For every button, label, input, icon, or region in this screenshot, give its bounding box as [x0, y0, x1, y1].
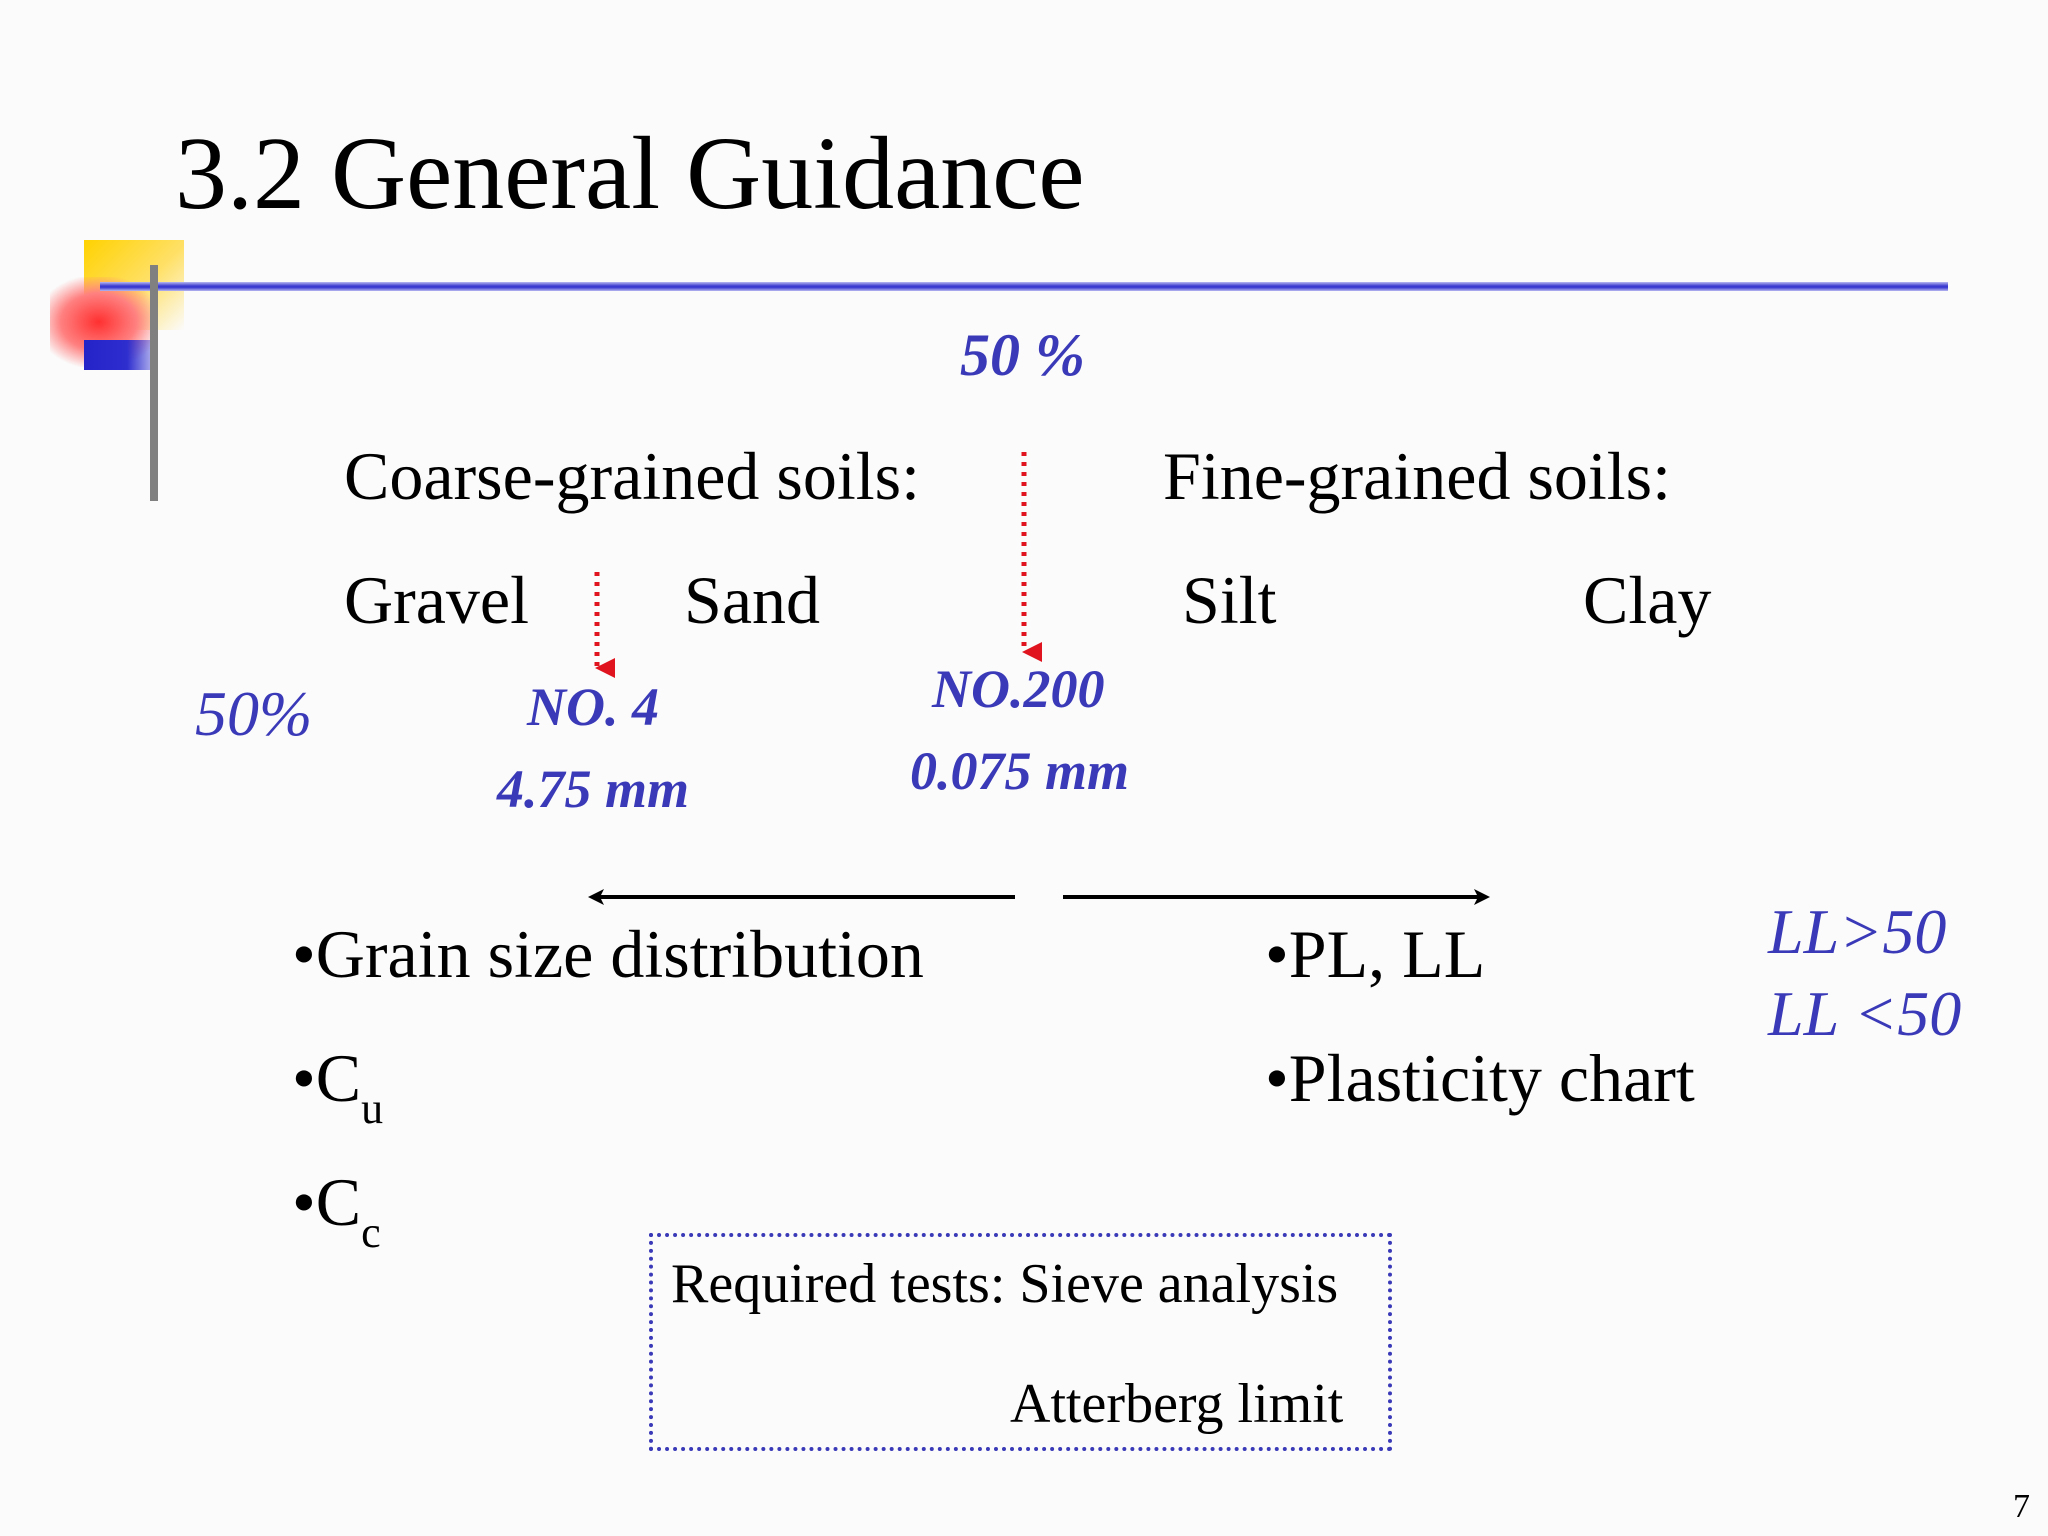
required-tests-box	[649, 1233, 1392, 1451]
soil-type-sand: Sand	[684, 562, 820, 638]
fine-list-item: •Plasticity chart	[1265, 1040, 1695, 1116]
sieve-no200-size: 0.075 mm	[910, 741, 1130, 801]
percent-threshold-left: 50%	[195, 678, 313, 749]
coarse-list-item: •Cc	[292, 1164, 381, 1257]
page-number: 7	[2013, 1488, 2030, 1525]
soil-type-gravel: Gravel	[344, 562, 530, 638]
ll-note-greater: LL>50	[1768, 896, 1947, 967]
coarse-list-item: •Grain size distribution	[292, 916, 924, 992]
fine-grained-heading: Fine-grained soils:	[1163, 438, 1672, 514]
required-tests-line2: Atterberg limit	[1010, 1373, 1344, 1435]
sieve-no4-size: 4.75 mm	[497, 759, 690, 819]
ll-note-less: LL <50	[1768, 978, 1962, 1049]
coarse-grained-heading: Coarse-grained soils:	[344, 438, 920, 514]
percent-threshold-top: 50 %	[960, 322, 1085, 388]
title-underline	[100, 282, 1948, 291]
sieve-no200-label: NO.200	[932, 659, 1105, 719]
required-tests-line1: Required tests: Sieve analysis	[671, 1253, 1339, 1315]
title-decoration-blue	[84, 340, 156, 370]
fine-direction-arrow	[1063, 889, 1490, 905]
soil-type-silt: Silt	[1182, 562, 1277, 638]
sieve-no4-label: NO. 4	[527, 677, 659, 737]
coarse-direction-arrow	[588, 889, 1015, 905]
soil-type-clay: Clay	[1583, 562, 1712, 638]
slide-title: 3.2 General Guidance	[175, 116, 1085, 231]
fine-list-item: •PL, LL	[1265, 916, 1486, 992]
coarse-list-item: •Cu	[292, 1040, 384, 1133]
title-decoration-vertical-bar	[150, 265, 158, 501]
